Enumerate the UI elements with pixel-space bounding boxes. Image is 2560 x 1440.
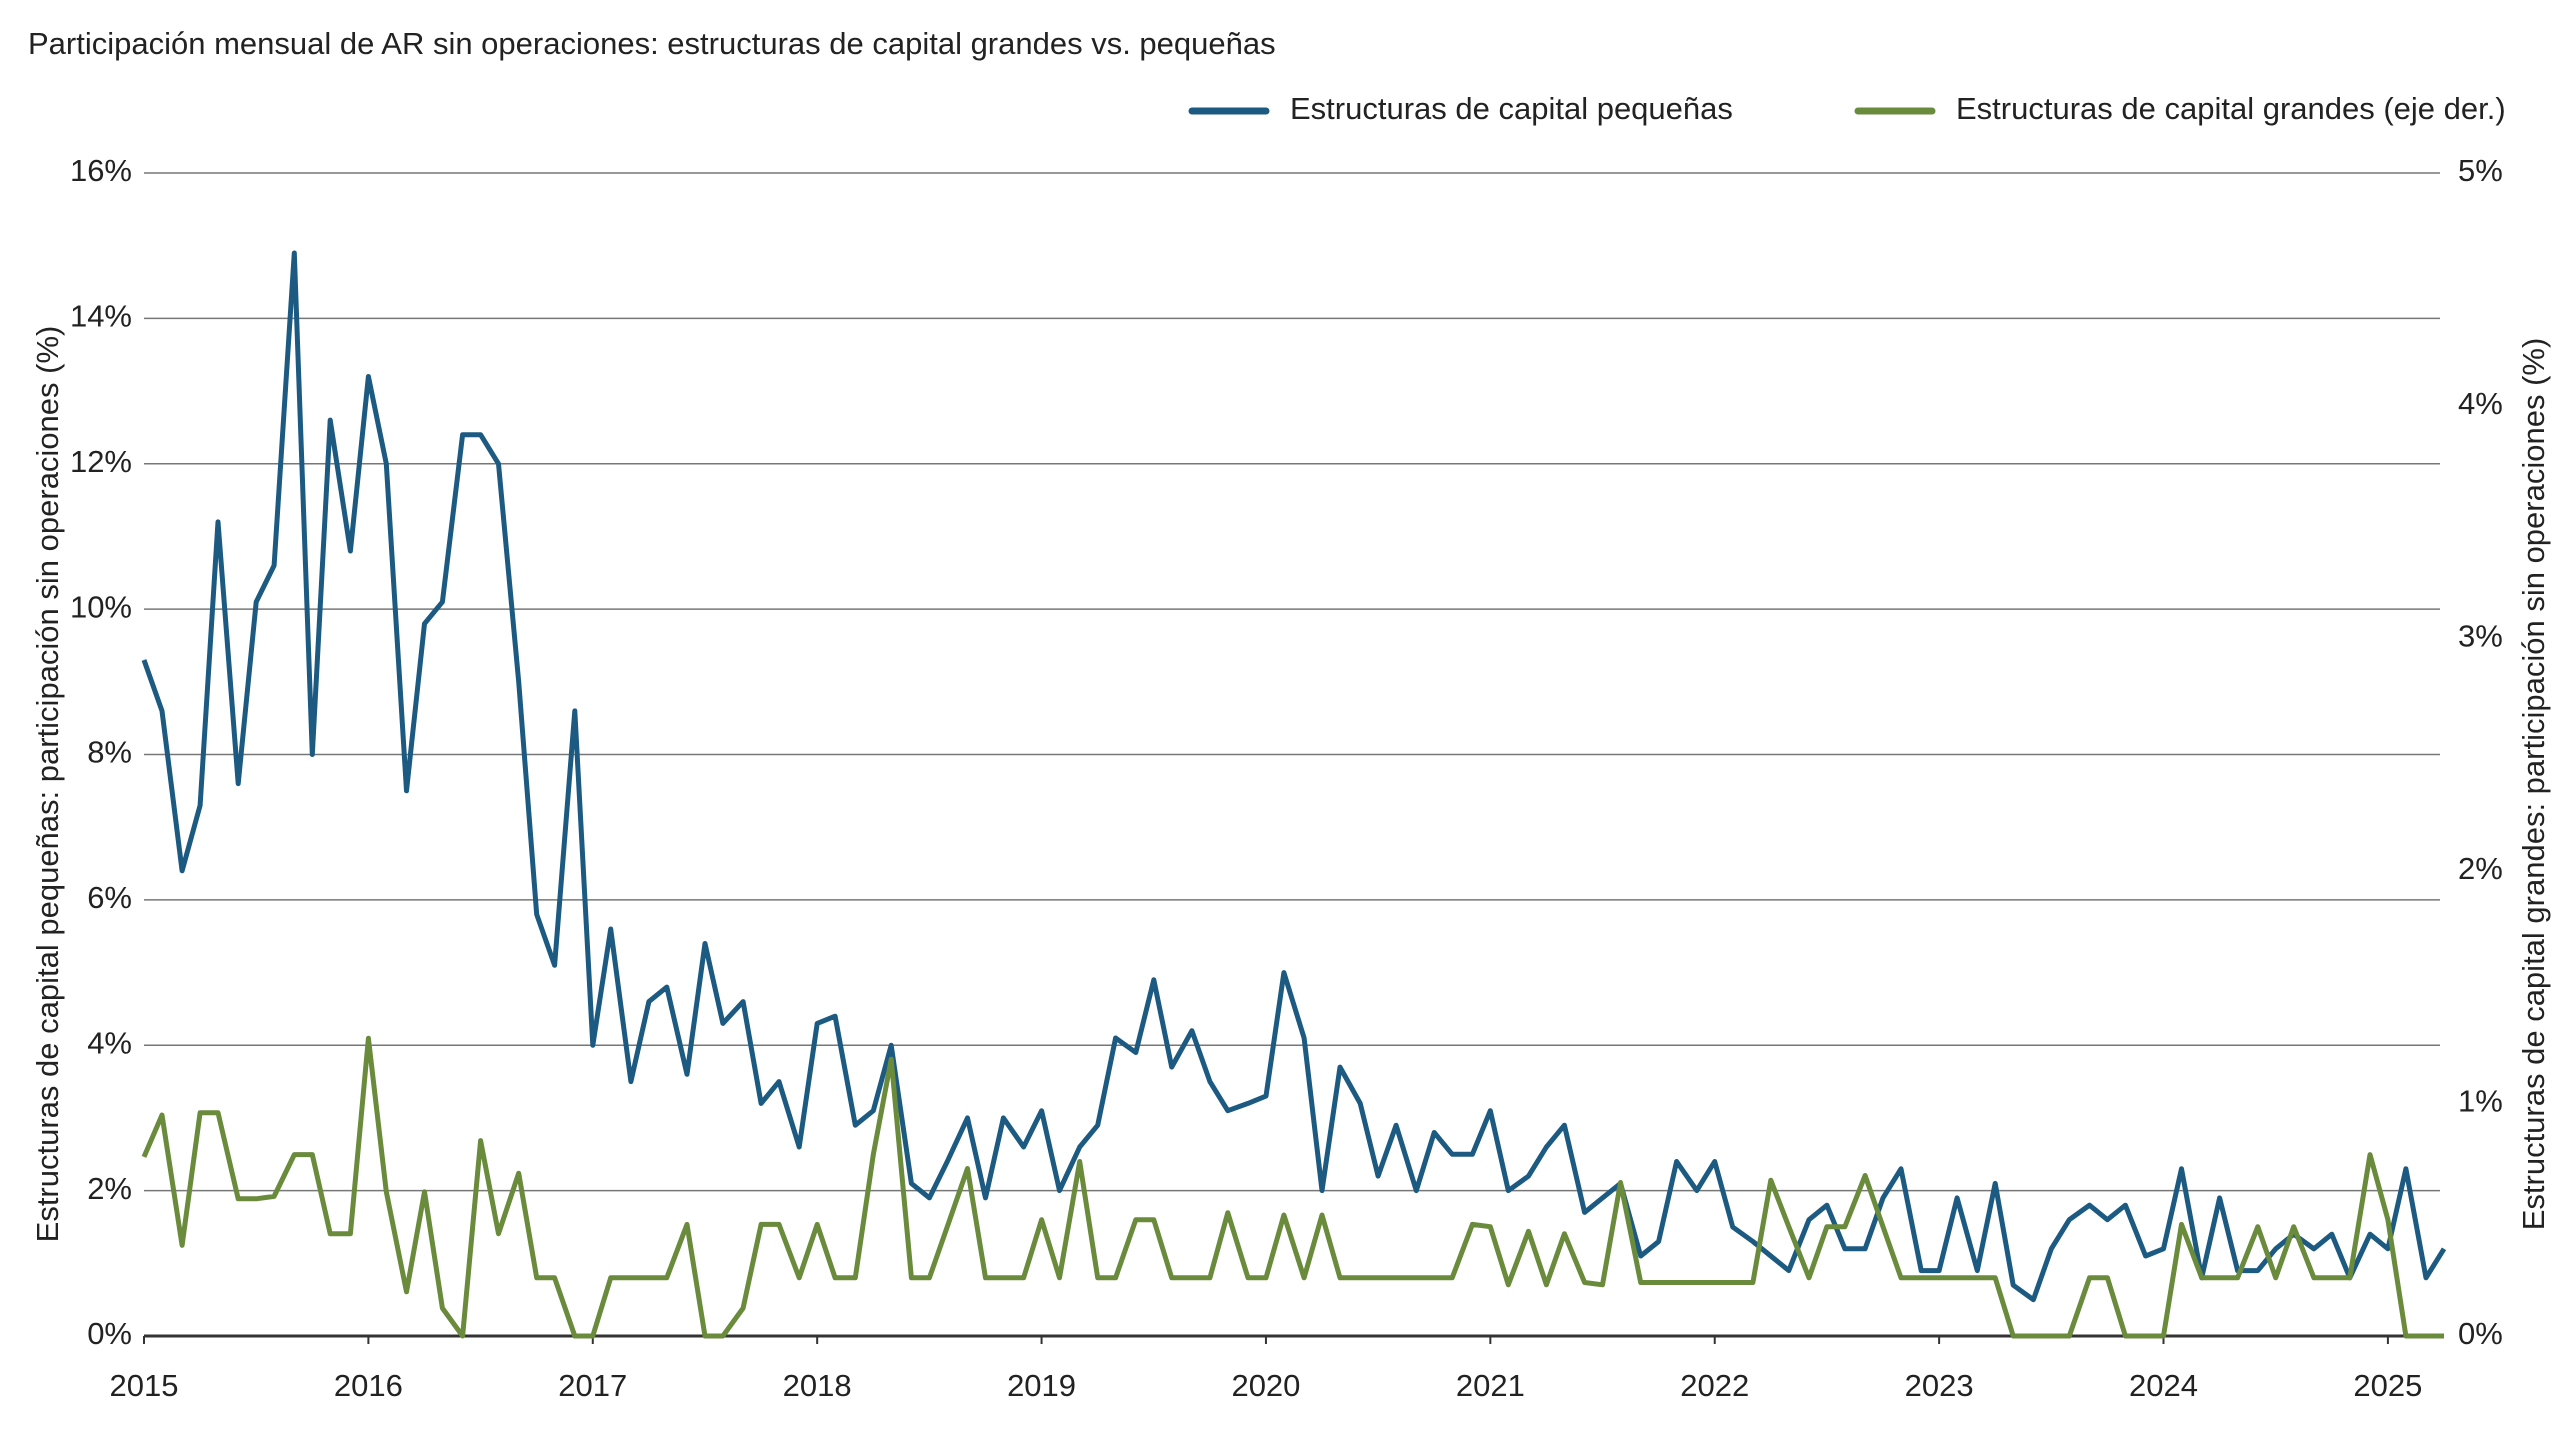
legend-label: Estructuras de capital pequeñas (1290, 91, 1733, 126)
y-tick-label: 14% (70, 299, 132, 334)
x-tick-label: 2024 (2129, 1368, 2198, 1403)
x-tick-label: 2018 (783, 1368, 852, 1403)
y-tick-label: 4% (87, 1025, 132, 1060)
series-line (141, 1035, 2444, 1339)
y-tick-label: 6% (87, 880, 132, 915)
y-tick-label: 10% (70, 589, 132, 624)
chart-title: Participación mensual de AR sin operacio… (28, 26, 1276, 61)
x-tick-label: 2019 (1007, 1368, 1076, 1403)
x-tick-label: 2015 (110, 1368, 179, 1403)
y-tick-label: 2% (87, 1171, 132, 1206)
y-tick-label: 16% (70, 153, 132, 188)
y-axis-title: Estructuras de capital pequeñas: partici… (30, 326, 65, 1243)
y-tick-label: 8% (87, 735, 132, 770)
x-tick-label: 2020 (1231, 1368, 1300, 1403)
x-tick-label: 2022 (1680, 1368, 1749, 1403)
y2-tick-label: 3% (2458, 618, 2503, 653)
x-tick-label: 2025 (2353, 1368, 2422, 1403)
y2-tick-label: 5% (2458, 153, 2503, 188)
y2-tick-label: 1% (2458, 1084, 2503, 1119)
y2-axis-title: Estructuras de capital grandes: particip… (2516, 338, 2551, 1231)
y-tick-label: 0% (87, 1316, 132, 1351)
x-tick-label: 2023 (1905, 1368, 1974, 1403)
series-line (141, 250, 2447, 1303)
x-tick-label: 2021 (1456, 1368, 1525, 1403)
y-tick-label: 12% (70, 444, 132, 479)
x-tick-label: 2017 (558, 1368, 627, 1403)
y2-tick-label: 2% (2458, 851, 2503, 886)
y2-tick-label: 0% (2458, 1316, 2503, 1351)
y2-tick-label: 4% (2458, 386, 2503, 421)
legend-label: Estructuras de capital grandes (eje der.… (1956, 91, 2506, 126)
x-tick-label: 2016 (334, 1368, 403, 1403)
